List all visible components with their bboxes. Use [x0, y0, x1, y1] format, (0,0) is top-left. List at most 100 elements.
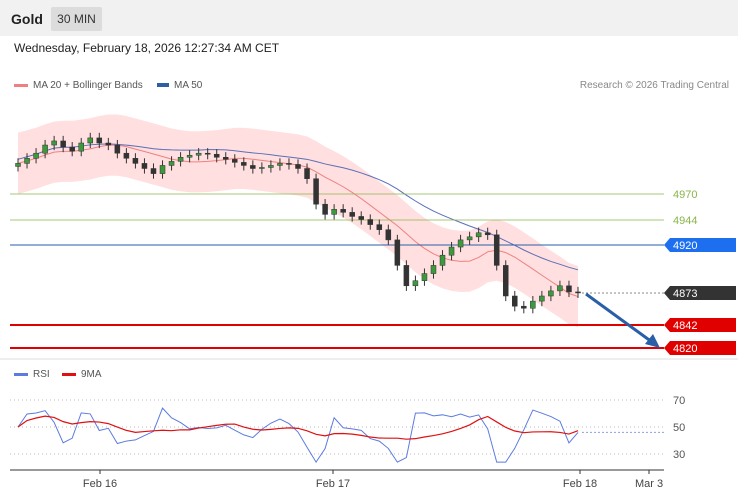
- legend-rsi-swatch: [14, 372, 28, 376]
- candle: [421, 273, 428, 281]
- level-label-4820: 4820: [673, 343, 697, 355]
- candle: [475, 232, 482, 238]
- candle: [322, 203, 328, 215]
- candle: [484, 232, 491, 236]
- legend-ma50-swatch: [157, 83, 169, 88]
- candle: [232, 159, 238, 163]
- rsi-level-label-50: 50: [673, 422, 685, 434]
- candle: [448, 246, 455, 256]
- legend-ma20-label: MA 20 + Bollinger Bands: [33, 80, 143, 91]
- level-badge-4842: [664, 318, 736, 332]
- ma50-line: [17, 143, 579, 271]
- x-tick-label: Feb 17: [316, 478, 350, 490]
- candle: [204, 152, 211, 155]
- rsi-line: [17, 407, 579, 464]
- candle: [186, 154, 193, 158]
- candle: [277, 163, 283, 166]
- top-bar: [0, 0, 738, 36]
- legend-9ma: 9MA: [62, 369, 102, 380]
- candle: [521, 305, 527, 309]
- candle: [51, 140, 57, 146]
- candle: [539, 295, 545, 302]
- candle: [168, 161, 175, 166]
- candle: [87, 137, 94, 144]
- candle: [493, 234, 500, 266]
- legend-ma20-swatch: [14, 83, 28, 87]
- level-badge-4873: [664, 286, 736, 300]
- candle: [96, 137, 103, 144]
- candle: [512, 295, 518, 307]
- candle: [259, 167, 265, 169]
- candle: [295, 164, 301, 169]
- bollinger-band: [18, 114, 578, 328]
- candle: [78, 142, 84, 152]
- candle: [222, 157, 229, 160]
- timeframe-button[interactable]: 30 MIN: [51, 7, 102, 31]
- legend-9ma-label: 9MA: [81, 369, 102, 380]
- candle: [557, 285, 563, 292]
- candle: [150, 168, 157, 174]
- candle: [304, 168, 310, 179]
- candle: [24, 158, 30, 164]
- candle: [385, 229, 392, 241]
- candle: [33, 152, 39, 159]
- legend-rsi-label: RSI: [33, 369, 50, 380]
- level-label-4920: 4920: [673, 240, 697, 252]
- candle: [530, 300, 536, 309]
- instrument-title: Gold: [11, 11, 43, 27]
- candle: [349, 212, 355, 217]
- level-label-4873: 4873: [673, 288, 697, 300]
- rsi-level-label-30: 30: [673, 449, 685, 461]
- level-badge-4820: [664, 341, 736, 355]
- forecast-arrow-head: [645, 334, 660, 348]
- candle: [141, 163, 148, 169]
- candle: [403, 265, 410, 287]
- candle: [430, 265, 437, 274]
- candle: [394, 239, 401, 266]
- forecast-arrow-shaft: [585, 292, 653, 344]
- candle: [548, 290, 554, 297]
- level-badge-4920: [664, 238, 736, 252]
- x-tick-label: Feb 18: [563, 478, 597, 490]
- x-tick-label: Feb 16: [83, 478, 117, 490]
- candle: [376, 224, 383, 230]
- candle: [132, 158, 139, 164]
- candle: [114, 144, 121, 154]
- candle: [502, 265, 509, 297]
- candle: [439, 254, 446, 266]
- legend-ma50: MA 50: [157, 80, 202, 91]
- legend-ma20: MA 20 + Bollinger Bands: [14, 80, 143, 91]
- candle: [412, 280, 419, 287]
- legend-9ma-swatch: [62, 372, 76, 376]
- level-label-4970: 4970: [673, 189, 697, 201]
- candle: [177, 157, 184, 162]
- candle: [123, 152, 130, 159]
- pane-separator: [0, 358, 738, 360]
- candle: [268, 165, 274, 168]
- candle: [213, 153, 220, 158]
- candle: [159, 165, 166, 174]
- legend-ma50-label: MA 50: [174, 80, 203, 91]
- legend-rsi: RSI: [14, 369, 50, 380]
- candle: [466, 236, 473, 241]
- x-tick-label: Mar 3: [635, 478, 663, 490]
- candle: [15, 163, 21, 167]
- rsi-ma-line: [17, 415, 579, 440]
- candle: [69, 146, 75, 152]
- candle: [195, 152, 202, 156]
- candle: [340, 209, 346, 213]
- candle: [313, 178, 319, 205]
- timestamp: Wednesday, February 18, 2026 12:27:34 AM…: [14, 41, 280, 55]
- level-label-4944: 4944: [673, 215, 697, 227]
- candle: [457, 239, 464, 248]
- candle: [367, 219, 374, 225]
- candle: [331, 209, 337, 215]
- rsi-level-label-70: 70: [673, 395, 685, 407]
- candle: [575, 291, 581, 294]
- candle: [566, 285, 572, 293]
- candle: [241, 162, 247, 166]
- candle: [250, 165, 256, 169]
- level-label-4842: 4842: [673, 320, 697, 332]
- candle: [60, 140, 66, 148]
